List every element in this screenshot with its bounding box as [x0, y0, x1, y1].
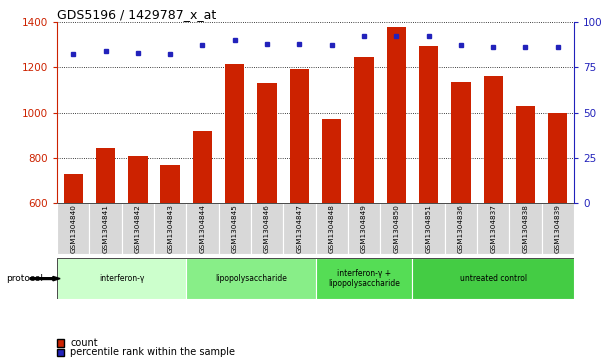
FancyBboxPatch shape — [316, 203, 348, 254]
Bar — [225, 64, 245, 203]
FancyBboxPatch shape — [412, 258, 574, 299]
Text: untreated control: untreated control — [460, 274, 526, 283]
FancyBboxPatch shape — [542, 203, 574, 254]
Text: GSM1304847: GSM1304847 — [296, 204, 302, 253]
Text: GSM1304844: GSM1304844 — [200, 204, 206, 253]
FancyBboxPatch shape — [348, 203, 380, 254]
Text: GSM1304837: GSM1304837 — [490, 204, 496, 253]
Bar — [483, 76, 503, 203]
Text: GSM1304841: GSM1304841 — [103, 204, 109, 253]
Text: GSM1304846: GSM1304846 — [264, 204, 270, 253]
FancyBboxPatch shape — [186, 203, 219, 254]
FancyBboxPatch shape — [380, 203, 412, 254]
Bar — [193, 131, 212, 203]
Bar — [257, 83, 276, 203]
FancyBboxPatch shape — [219, 203, 251, 254]
Text: protocol: protocol — [6, 274, 43, 283]
FancyBboxPatch shape — [251, 203, 283, 254]
Text: GSM1304845: GSM1304845 — [232, 204, 238, 253]
FancyBboxPatch shape — [283, 203, 316, 254]
Text: count: count — [70, 338, 98, 348]
Bar — [386, 28, 406, 203]
Text: GSM1304849: GSM1304849 — [361, 204, 367, 253]
Bar — [354, 57, 374, 203]
FancyBboxPatch shape — [90, 203, 121, 254]
FancyBboxPatch shape — [477, 203, 509, 254]
FancyBboxPatch shape — [509, 203, 542, 254]
FancyBboxPatch shape — [57, 258, 186, 299]
Text: lipopolysaccharide: lipopolysaccharide — [215, 274, 287, 283]
Text: interferon-γ +
lipopolysaccharide: interferon-γ + lipopolysaccharide — [328, 269, 400, 288]
FancyBboxPatch shape — [154, 203, 186, 254]
Text: GSM1304836: GSM1304836 — [458, 204, 464, 253]
Bar — [64, 174, 83, 203]
FancyBboxPatch shape — [57, 203, 90, 254]
Bar — [419, 46, 438, 203]
FancyBboxPatch shape — [316, 258, 412, 299]
FancyBboxPatch shape — [445, 203, 477, 254]
FancyBboxPatch shape — [186, 258, 316, 299]
FancyBboxPatch shape — [412, 203, 445, 254]
Bar — [516, 106, 535, 203]
Text: GSM1304840: GSM1304840 — [70, 204, 76, 253]
Bar — [290, 69, 309, 203]
Text: GSM1304843: GSM1304843 — [167, 204, 173, 253]
Text: GDS5196 / 1429787_x_at: GDS5196 / 1429787_x_at — [57, 8, 216, 21]
Text: interferon-γ: interferon-γ — [99, 274, 144, 283]
Text: GSM1304838: GSM1304838 — [522, 204, 528, 253]
Bar — [322, 119, 341, 203]
FancyBboxPatch shape — [121, 203, 154, 254]
Text: GSM1304851: GSM1304851 — [426, 204, 432, 253]
Text: GSM1304842: GSM1304842 — [135, 204, 141, 253]
Bar — [128, 156, 147, 203]
Text: GSM1304839: GSM1304839 — [555, 204, 561, 253]
Bar — [451, 82, 471, 203]
Bar — [160, 165, 180, 203]
Text: GSM1304850: GSM1304850 — [393, 204, 399, 253]
Text: GSM1304848: GSM1304848 — [329, 204, 335, 253]
Bar — [96, 148, 115, 203]
Text: percentile rank within the sample: percentile rank within the sample — [70, 347, 236, 357]
Bar — [548, 113, 567, 203]
